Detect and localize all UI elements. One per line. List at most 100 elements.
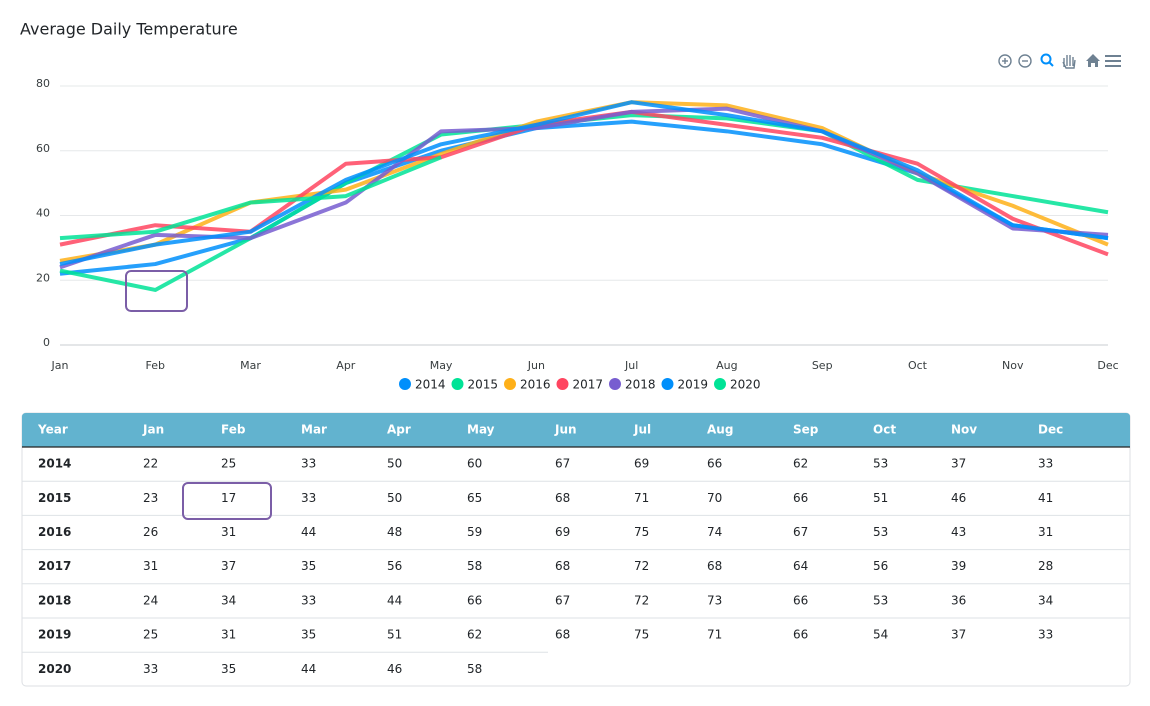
table-cell: 39 <box>951 559 966 573</box>
legend-marker <box>504 378 516 390</box>
table-cell: 31 <box>143 559 158 573</box>
table-cell: 72 <box>634 593 649 607</box>
x-tick-label: Aug <box>716 359 737 372</box>
table-cell: 60 <box>467 457 482 471</box>
year-cell: 2017 <box>38 559 71 573</box>
x-tick-label: Mar <box>240 359 261 372</box>
table-cell: 67 <box>555 593 570 607</box>
table-cell: 48 <box>387 525 402 539</box>
pan-button[interactable] <box>1062 55 1076 69</box>
year-cell: 2016 <box>38 525 71 539</box>
table-cell: 51 <box>873 491 888 505</box>
legend-label: 2016 <box>520 378 551 392</box>
zoom-in-button[interactable] <box>998 54 1012 68</box>
table-cell: 26 <box>143 525 158 539</box>
table-cell: 58 <box>467 662 482 676</box>
menu-button[interactable] <box>1105 55 1121 67</box>
line-series <box>59 106 1109 270</box>
x-tick-label: Dec <box>1097 359 1118 372</box>
table-cell: 46 <box>951 491 966 505</box>
line-series <box>59 155 442 241</box>
table-cell: 23 <box>143 491 158 505</box>
table-cell: 62 <box>793 457 808 471</box>
table-cell: 70 <box>707 491 722 505</box>
table-cell: 67 <box>793 525 808 539</box>
table-cell: 35 <box>221 662 236 676</box>
table-cell: 69 <box>634 457 649 471</box>
table-cell: 69 <box>555 525 570 539</box>
table-header-cell: Jan <box>142 423 164 437</box>
year-cell: 2020 <box>38 662 71 676</box>
table-header-cell: Mar <box>301 423 327 437</box>
table-header-cell: Jun <box>554 423 577 437</box>
reset-button[interactable] <box>1086 54 1100 67</box>
x-tick-label: Jul <box>624 359 638 372</box>
x-tick-label: Nov <box>1002 359 1024 372</box>
zoom-out-button[interactable] <box>1018 54 1032 68</box>
x-tick-label: Jan <box>51 359 69 372</box>
table-cell: 25 <box>143 628 158 642</box>
table-cell: 56 <box>873 559 888 573</box>
table-cell: 33 <box>1038 457 1053 471</box>
table-cell: 53 <box>873 525 888 539</box>
line-series <box>59 109 1109 257</box>
table-cell: 37 <box>951 628 966 642</box>
table-cell: 33 <box>301 457 316 471</box>
table-header-cell: Dec <box>1038 423 1063 437</box>
table-cell: 31 <box>221 525 236 539</box>
table-cell: 68 <box>555 491 570 505</box>
table-cell: 73 <box>707 593 722 607</box>
table-cell: 66 <box>793 593 808 607</box>
table-cell: 66 <box>467 593 482 607</box>
legend-label: 2014 <box>415 378 446 392</box>
legend-label: 2020 <box>730 378 761 392</box>
year-cell: 2014 <box>38 457 71 471</box>
table-header-cell: Nov <box>951 423 977 437</box>
table-cell: 59 <box>467 525 482 539</box>
line-series <box>59 100 1109 267</box>
table-cell: 58 <box>467 559 482 573</box>
table-cell: 33 <box>1038 628 1053 642</box>
toolbar <box>998 53 1121 69</box>
x-tick-label: Apr <box>336 359 356 372</box>
table-cell: 50 <box>387 457 402 471</box>
table-cell: 50 <box>387 491 402 505</box>
line-series <box>59 113 1109 292</box>
table-cell: 24 <box>143 593 158 607</box>
table-cell: 71 <box>707 628 722 642</box>
selection-zoom-button[interactable] <box>1040 53 1054 67</box>
legend-label: 2017 <box>573 378 604 392</box>
legend-marker <box>714 378 726 390</box>
table-cell: 33 <box>301 491 316 505</box>
table-cell: 62 <box>467 628 482 642</box>
table-header-cell: Oct <box>873 423 896 437</box>
table-header-cell: Sep <box>793 423 819 437</box>
table-cell: 53 <box>873 593 888 607</box>
x-tick-label: Jun <box>527 359 545 372</box>
table-cell: 36 <box>951 593 966 607</box>
table-cell: 74 <box>707 525 722 539</box>
line-series <box>59 119 1109 276</box>
table-cell: 46 <box>387 662 402 676</box>
y-tick-label: 40 <box>36 207 50 220</box>
table-cell: 43 <box>951 525 966 539</box>
legend-label: 2019 <box>678 378 709 392</box>
table-cell: 22 <box>143 457 158 471</box>
year-cell: 2018 <box>38 593 71 607</box>
table-header-cell: Feb <box>221 423 246 437</box>
year-cell: 2015 <box>38 491 71 505</box>
chart-title: Average Daily Temperature <box>20 20 238 39</box>
table-cell: 34 <box>1038 593 1053 607</box>
highlight-box <box>182 482 272 520</box>
table-cell: 35 <box>301 628 316 642</box>
table-cell: 44 <box>301 662 316 676</box>
x-tick-label: Sep <box>812 359 833 372</box>
legend-marker <box>661 378 674 390</box>
highlight-box <box>125 270 188 312</box>
table-cell: 75 <box>634 628 649 642</box>
table-cell: 34 <box>221 593 236 607</box>
table-cell: 31 <box>221 628 236 642</box>
table-cell: 68 <box>707 559 722 573</box>
table-cell: 37 <box>951 457 966 471</box>
